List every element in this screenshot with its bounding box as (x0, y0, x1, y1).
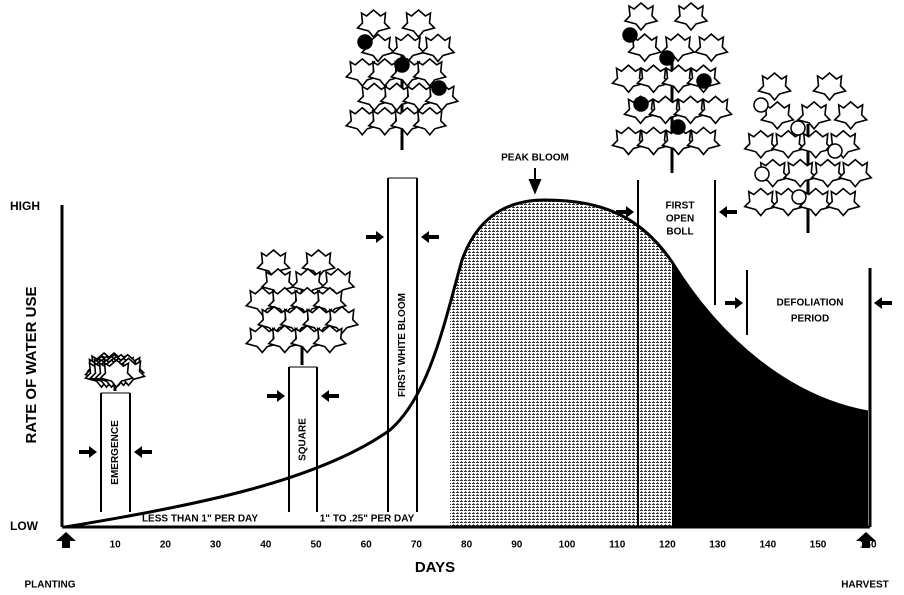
plant-leaf (835, 102, 867, 129)
peak-label: PEAK BLOOM (501, 153, 569, 164)
plant-leaf (358, 10, 390, 37)
plant-boll (791, 121, 805, 135)
plant-boll (792, 190, 806, 204)
plant-boll (395, 58, 409, 72)
x-tick-label: 70 (411, 540, 423, 551)
page: {"axis": {"y_label": "RATE OF WATER USE"… (0, 0, 904, 595)
plant-leaf (784, 160, 816, 187)
y-high: HIGH (10, 199, 40, 213)
plant-leaf (625, 3, 657, 30)
x-tick-label: 90 (511, 540, 523, 551)
plant-leaf (314, 326, 346, 353)
plant-leaf (638, 127, 670, 154)
plant-boll (634, 97, 648, 111)
stage-arrow (421, 231, 439, 243)
plant-leaf (759, 73, 791, 100)
plant-leaf (700, 96, 732, 123)
end-label: HARVEST (841, 580, 889, 591)
plant-boll (432, 81, 446, 95)
x-tick-label: 100 (559, 540, 576, 551)
plant-boll (755, 167, 769, 181)
cotton-plant (613, 3, 732, 173)
stage-label: FIRST WHITE BLOOM (397, 293, 408, 397)
x-tick-label: 50 (310, 540, 322, 551)
cotton-plant (346, 10, 458, 150)
stage-arrow (874, 297, 892, 309)
plant-leaf (839, 160, 871, 187)
diagram: HIGH LOW RATE OF WATER USE DAYS LESS THA… (0, 0, 904, 595)
plant-leaf (695, 34, 727, 61)
stage-arrow (366, 231, 384, 243)
cotton-plant (246, 250, 358, 365)
x-tick-label: 30 (210, 540, 222, 551)
stage-arrow (79, 446, 97, 458)
rate-label: 1" TO .25" PER DAY (320, 514, 415, 525)
plant-boll (623, 28, 637, 42)
plant-leaf (745, 131, 777, 158)
y-low: LOW (10, 519, 39, 533)
plant-leaf (392, 34, 424, 61)
plant-leaf (663, 65, 695, 92)
plant-boll (828, 144, 842, 158)
plant-leaf (745, 189, 777, 216)
x-tick-label: 160 (860, 540, 877, 551)
plant-boll (671, 120, 685, 134)
plant-leaf (675, 3, 707, 30)
cotton-plant (745, 73, 872, 233)
stage-label: DEFOLIATION (776, 298, 843, 309)
plant-leaf (403, 10, 435, 37)
x-tick-label: 150 (810, 540, 827, 551)
plant-leaf (650, 96, 682, 123)
x-tick-label: 120 (659, 540, 676, 551)
x-tick-label: 130 (709, 540, 726, 551)
stage-arrow (719, 206, 737, 218)
stage-label: FIRST (666, 201, 695, 212)
plant-leaf (422, 34, 454, 61)
stage-arrow (134, 446, 152, 458)
x-tick-label: 10 (110, 540, 122, 551)
plant-leaf (675, 96, 707, 123)
plant-boll (697, 74, 711, 88)
x-tick-label: 80 (461, 540, 473, 551)
boll-shading (672, 190, 868, 527)
stage-label: BOLL (666, 227, 693, 238)
plant-leaf (812, 160, 844, 187)
stage-arrow (725, 297, 743, 309)
plant-boll (754, 98, 768, 112)
cotton-plant (86, 353, 145, 391)
plant-leaf (613, 127, 645, 154)
plant-leaf (814, 73, 846, 100)
water-use-area (450, 190, 868, 527)
x-tick-label: 20 (160, 540, 172, 551)
plant-leaf (688, 127, 720, 154)
stage-arrow (267, 390, 285, 402)
rate-label: LESS THAN 1" PER DAY (142, 514, 258, 525)
plant-leaf (800, 131, 832, 158)
x-tick-label: 140 (759, 540, 776, 551)
y-label: RATE OF WATER USE (23, 287, 40, 444)
peak-arrow (530, 168, 540, 192)
stage-label: OPEN (666, 214, 694, 225)
start-label: PLANTING (24, 580, 75, 591)
plant-leaf (827, 189, 859, 216)
plant-leaf (414, 108, 446, 135)
x-tick-label: 110 (609, 540, 626, 551)
stage-label: SQUARE (298, 418, 309, 461)
x-tick-label: 60 (361, 540, 373, 551)
x-label: DAYS (415, 559, 455, 576)
plant-boll (358, 35, 372, 49)
stage-label: PERIOD (791, 314, 829, 325)
x-tick-label: 40 (260, 540, 272, 551)
plant-leaf (613, 65, 645, 92)
plant-boll (660, 51, 674, 65)
plant-leaf (638, 65, 670, 92)
x-tick-label: 0 (62, 540, 68, 551)
stage-arrow (321, 390, 339, 402)
stage-label: EMERGENCE (110, 420, 121, 485)
